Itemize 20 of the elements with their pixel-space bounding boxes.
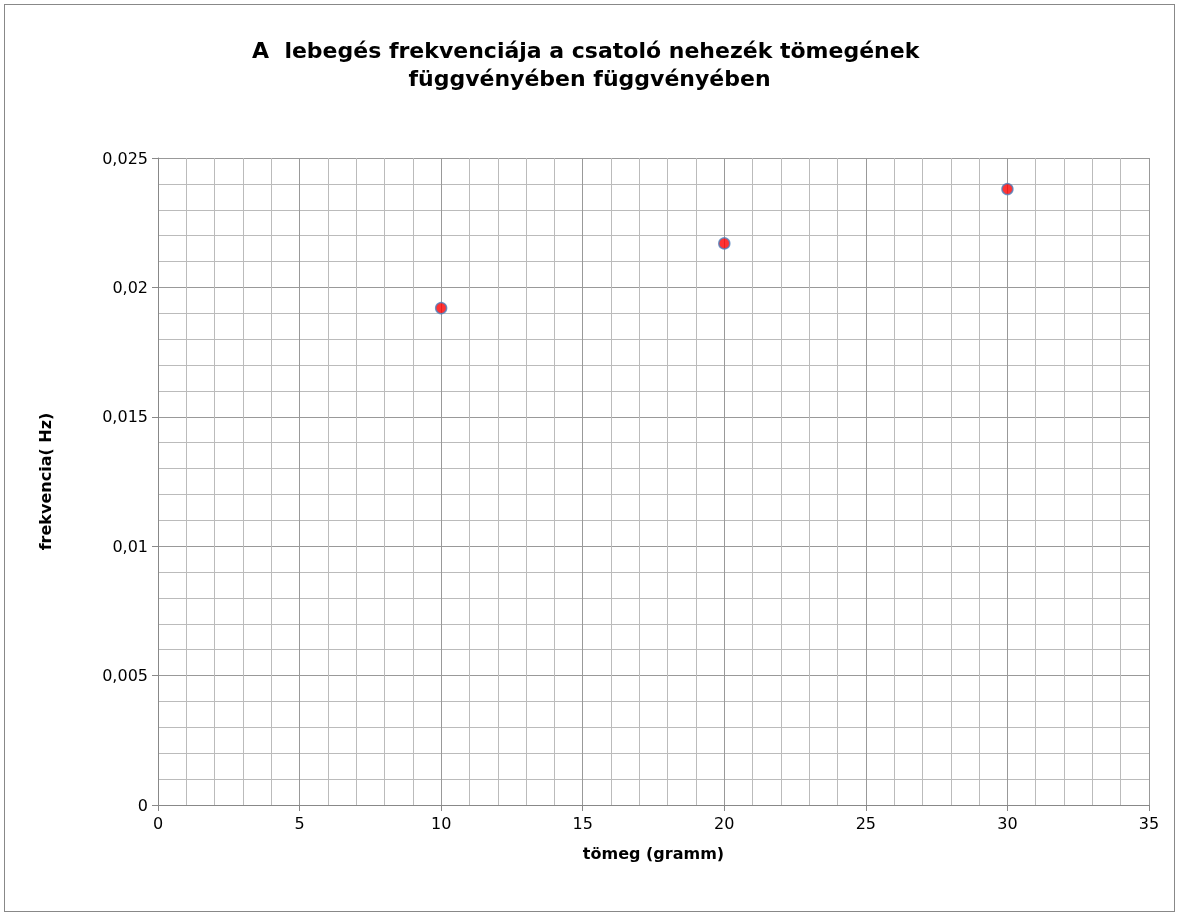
- y-tick-label: 0,02: [112, 277, 148, 297]
- y-tick-label: 0,005: [102, 666, 148, 686]
- point: [434, 301, 448, 315]
- point: [1001, 182, 1014, 196]
- x-tick-label: 15: [572, 813, 593, 833]
- x-tick-label: 25: [855, 813, 877, 833]
- x-tick-label: 0: [152, 813, 164, 833]
- x-axis-title: tömeg (gramm): [582, 843, 725, 863]
- x-tick-label: 35: [1138, 813, 1160, 833]
- y-tick-label: 0,015: [102, 407, 148, 427]
- y-tick-label: 0,025: [102, 148, 148, 168]
- x-tick-label: 5: [294, 813, 305, 833]
- x-tick-label: 30: [997, 813, 1018, 833]
- y-axis-title: frekvencia( Hz): [35, 412, 55, 551]
- y-tick-label: 0,01: [112, 536, 148, 556]
- chart-title: A lebegés frekvenciája a csatoló nehezék tömegének függvényében függvényében: [252, 37, 927, 91]
- point: [718, 237, 731, 250]
- y-tick-label: 0: [137, 795, 148, 815]
- x-tick-label: 20: [714, 813, 735, 833]
- x-tick-label: 10: [430, 813, 452, 833]
